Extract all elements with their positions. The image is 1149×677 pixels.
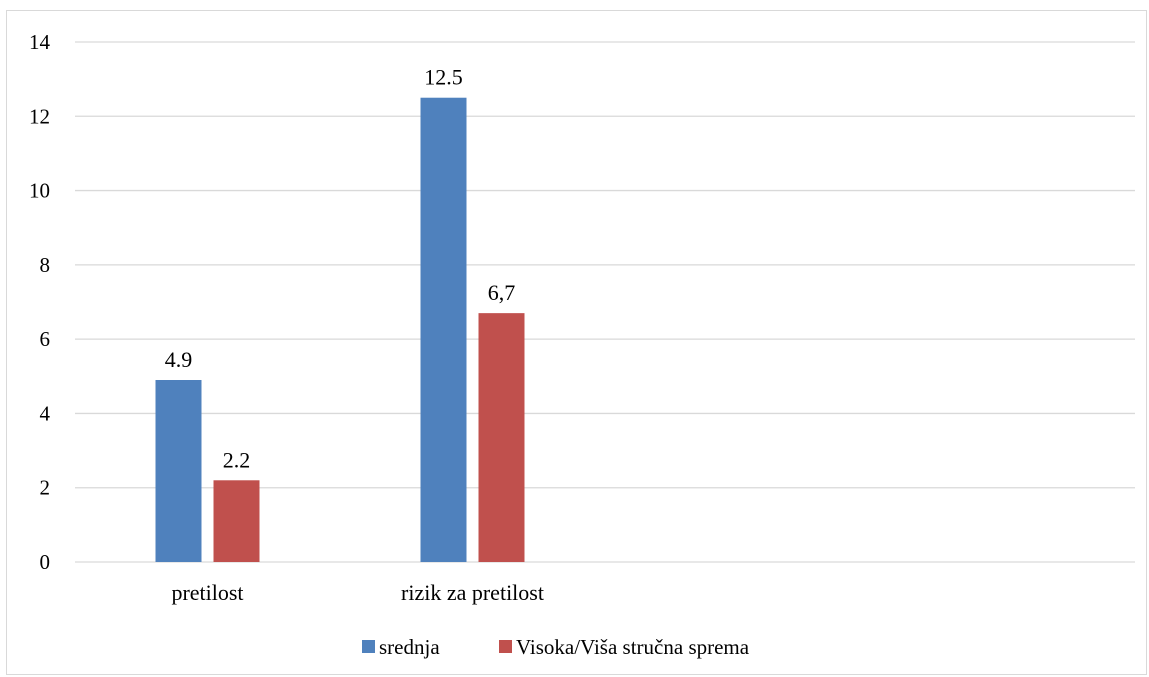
- data-labels: 4.9 2.2 12.5 6,7: [165, 65, 516, 473]
- data-label: 12.5: [424, 65, 463, 90]
- bars: [155, 97, 525, 562]
- data-label: 2.2: [223, 447, 251, 472]
- y-tick-label: 14: [29, 30, 51, 54]
- y-tick-label: 0: [40, 550, 51, 574]
- data-label: 6,7: [488, 280, 516, 305]
- legend: srednja Visoka/Viša stručna sprema: [362, 635, 750, 659]
- y-tick-label: 6: [40, 327, 51, 351]
- chart-frame: [6, 10, 1147, 675]
- legend-label: Visoka/Viša stručna sprema: [516, 635, 750, 659]
- y-tick-label: 4: [40, 401, 51, 425]
- y-tick-label: 12: [29, 104, 50, 128]
- legend-swatch: [362, 640, 375, 653]
- y-tick-label: 10: [29, 179, 50, 203]
- legend-label: srednja: [379, 635, 440, 659]
- bar-srednja-1: [420, 97, 467, 562]
- x-category-label: rizik za pretilost: [401, 580, 544, 605]
- bar-srednja-0: [155, 380, 202, 562]
- y-tick-label: 8: [40, 253, 51, 277]
- data-label: 4.9: [165, 347, 193, 372]
- x-category-label: pretilost: [171, 580, 243, 605]
- x-axis-categories: pretilost rizik za pretilost: [171, 580, 544, 605]
- bar-visoka-1: [478, 313, 525, 562]
- legend-swatch: [499, 640, 512, 653]
- y-tick-label: 2: [40, 476, 51, 500]
- bar-visoka-0: [213, 480, 260, 562]
- y-axis-ticks: 0 2 4 6 8 10 12 14: [29, 30, 51, 574]
